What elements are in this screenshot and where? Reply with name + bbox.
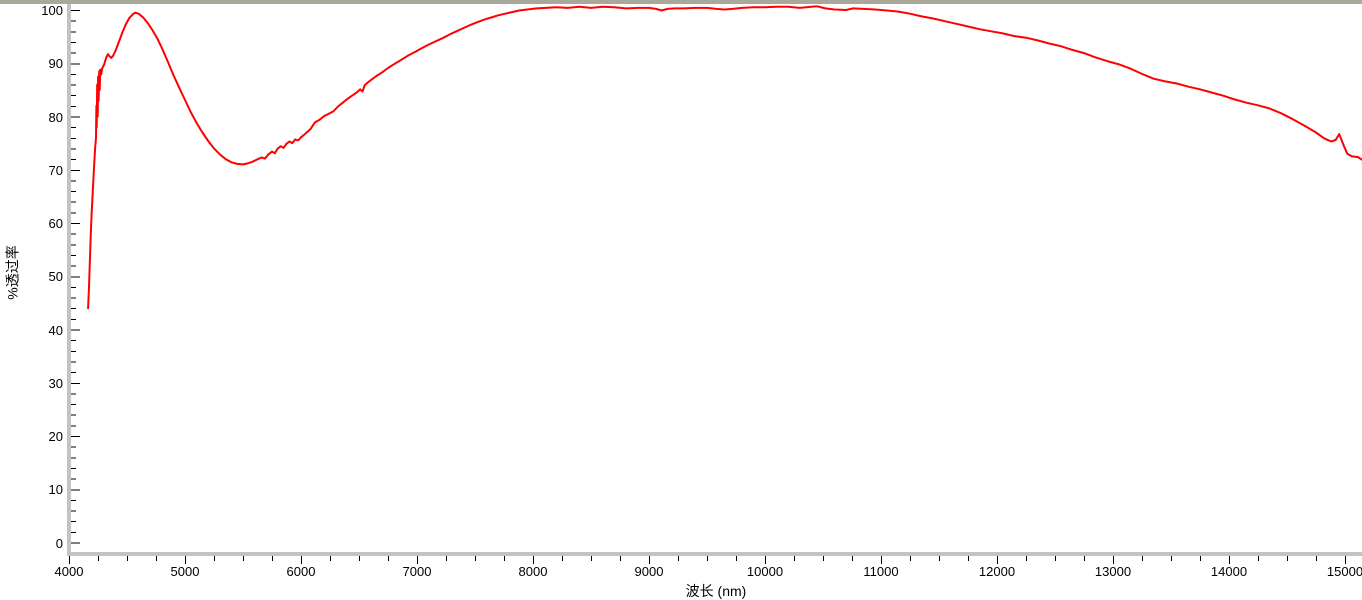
y-axis-title: %透过率 [4, 245, 21, 300]
y-tick-label: 20 [48, 429, 63, 444]
x-tick-label: 11000 [863, 564, 899, 579]
y-tick-label: 40 [48, 322, 63, 338]
y-axis-line [67, 4, 71, 556]
transmittance-trace [87, 5, 1362, 310]
axis-ticks [69, 10, 1346, 564]
y-tick-label: 50 [48, 269, 63, 285]
y-tick-label: 70 [48, 162, 63, 178]
x-tick-label: 6000 [286, 564, 316, 579]
y-tick-label: 90 [48, 56, 63, 72]
y-tick-label: 60 [48, 216, 63, 231]
y-tick-label: 30 [48, 375, 63, 391]
x-tick-label: 10000 [746, 564, 784, 579]
x-axis-line [67, 552, 1362, 556]
y-tick-label: 100 [41, 3, 63, 18]
x-tick-label: 8000 [518, 564, 548, 579]
y-tick-label: 80 [48, 109, 63, 125]
x-tick-label: 14000 [1210, 564, 1248, 579]
x-axis-title: 波长 (nm) [685, 583, 747, 599]
x-tick-label: 12000 [978, 564, 1016, 579]
x-tick-label: 7000 [402, 564, 432, 579]
x-tick-label: 5000 [170, 564, 200, 579]
y-tick-label: 0 [55, 535, 63, 551]
y-tick-label: 10 [48, 482, 63, 498]
x-tick-label: 15000 [1326, 564, 1362, 579]
axis-lines [67, 4, 1362, 556]
window-top-border [0, 0, 1362, 4]
x-tick-label: 9000 [634, 564, 664, 579]
x-tick-label: 13000 [1094, 564, 1132, 579]
x-tick-label: 4000 [54, 564, 84, 579]
